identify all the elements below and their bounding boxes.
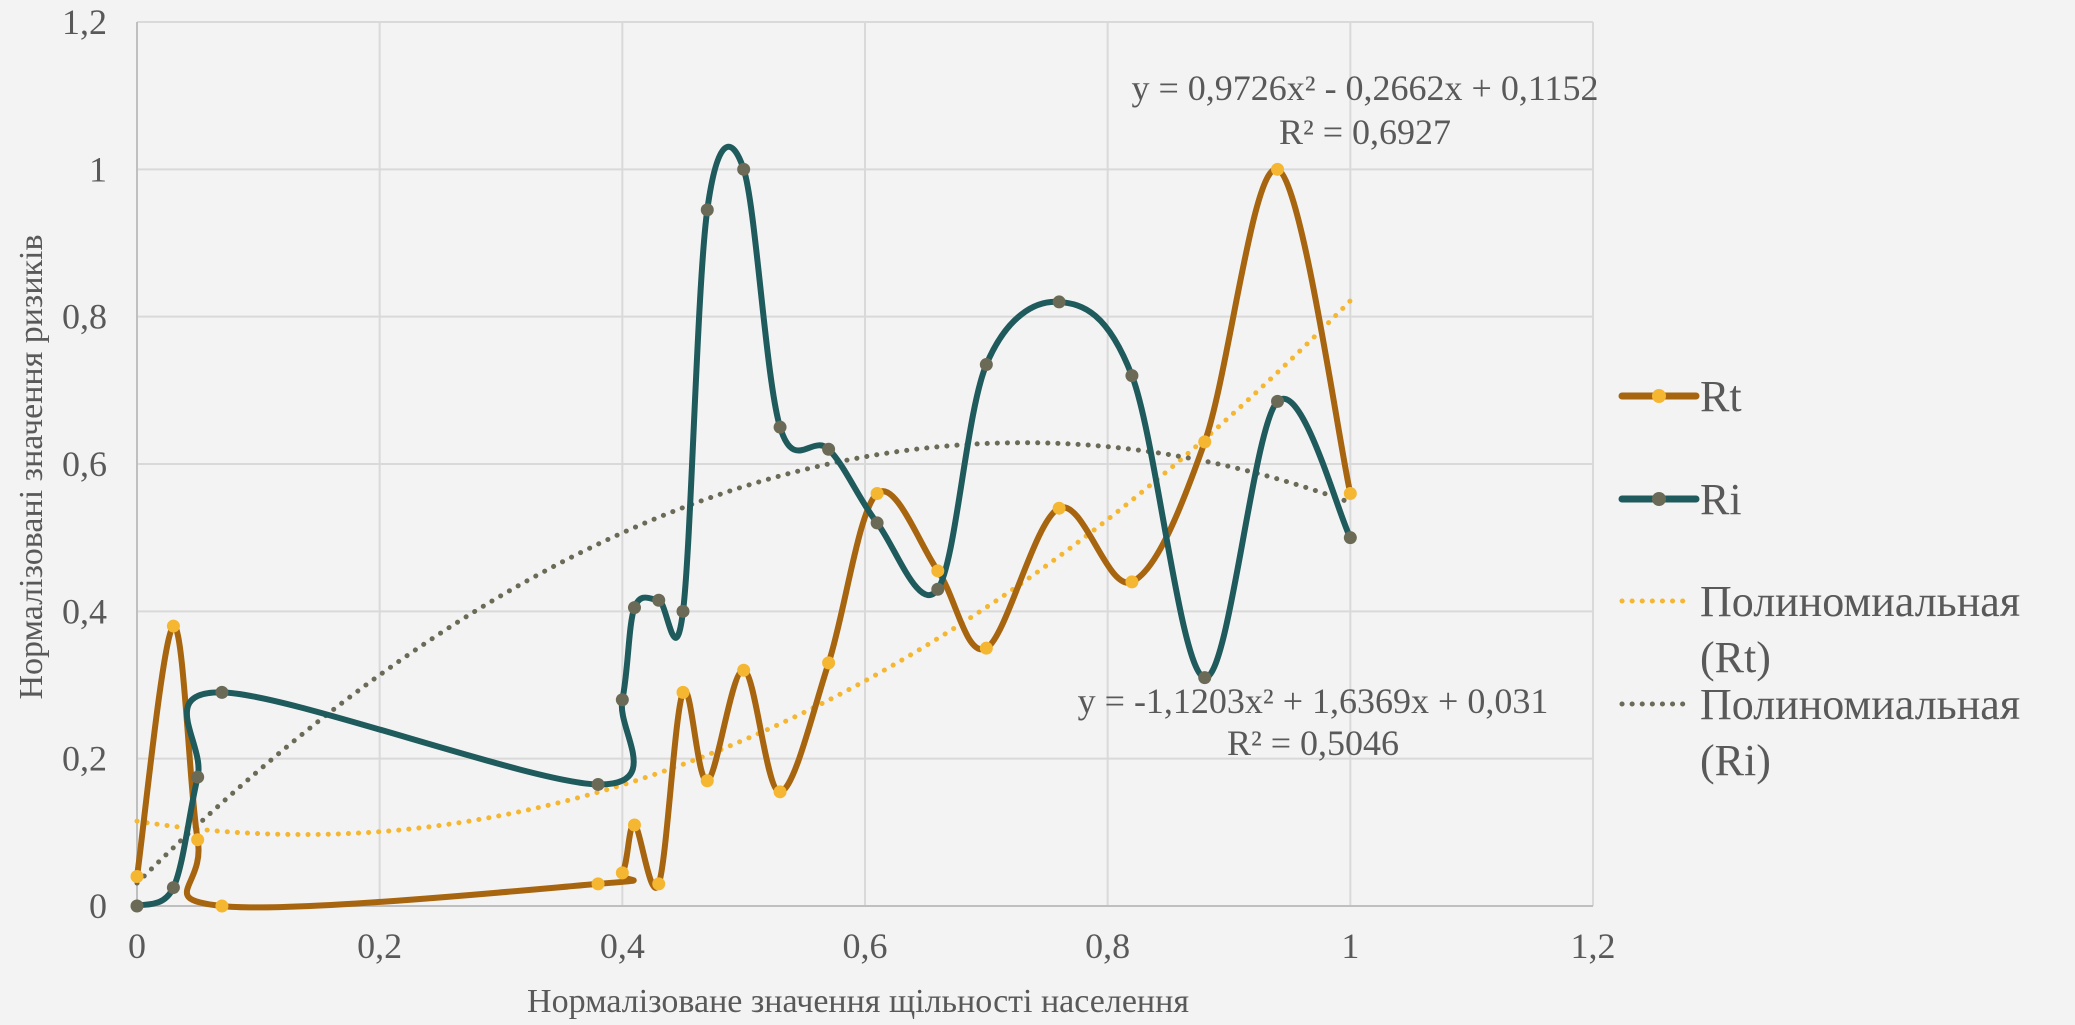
point-ri bbox=[652, 593, 666, 607]
point-rt bbox=[870, 486, 884, 500]
point-ri bbox=[627, 601, 641, 615]
point-rt bbox=[1271, 162, 1285, 176]
trendline-rt bbox=[134, 298, 1353, 838]
y-tick-label: 0,4 bbox=[62, 591, 107, 631]
legend-poly-ri-label-2: (Ri) bbox=[1700, 736, 1771, 785]
point-rt bbox=[1198, 435, 1212, 449]
point-ri bbox=[700, 203, 714, 217]
axes: 0 0,2 0,4 0,6 0,8 1 1,2 0 0,2 0,4 0,6 0,8 1 1,2 bbox=[62, 2, 1616, 966]
trendline-ri bbox=[134, 440, 1353, 886]
point-rt bbox=[700, 774, 714, 788]
point-rt bbox=[191, 833, 205, 847]
point-rt bbox=[627, 818, 641, 832]
trendline-ri-r2: R² = 0,5046 bbox=[1227, 723, 1399, 763]
point-ri bbox=[737, 162, 751, 176]
legend-rt-marker bbox=[1652, 389, 1666, 403]
legend-ri-marker bbox=[1652, 492, 1666, 506]
x-tick-label: 1 bbox=[1341, 926, 1359, 966]
point-ri bbox=[931, 582, 945, 596]
legend-poly-rt-label-1: Полиномиальная bbox=[1700, 577, 2020, 626]
y-axis-title: Нормалізовані значення ризиків bbox=[13, 234, 50, 699]
point-rt bbox=[215, 899, 229, 913]
legend-item-rt: Rt bbox=[1618, 372, 1742, 421]
point-rt bbox=[979, 641, 993, 655]
legend-item-poly-ri: Полиномиальная (Ri) bbox=[1619, 680, 2020, 785]
legend: Rt Ri Полиномиальная (Rt) Полиномиальная… bbox=[1618, 372, 2020, 785]
point-rt bbox=[737, 663, 751, 677]
point-ri bbox=[979, 358, 993, 372]
point-rt bbox=[615, 866, 629, 880]
point-ri bbox=[1343, 531, 1357, 545]
trendlines bbox=[134, 298, 1353, 886]
point-ri bbox=[130, 899, 144, 913]
trendline-rt-r2: R² = 0,6927 bbox=[1279, 112, 1451, 152]
point-rt bbox=[1343, 486, 1357, 500]
x-tick-label: 1,2 bbox=[1571, 926, 1616, 966]
point-rt bbox=[1052, 501, 1066, 515]
point-ri bbox=[822, 442, 836, 456]
point-ri bbox=[773, 420, 787, 434]
point-rt bbox=[676, 685, 690, 699]
x-tick-label: 0,2 bbox=[357, 926, 402, 966]
point-ri bbox=[215, 685, 229, 699]
point-ri bbox=[191, 770, 205, 784]
trendline-rt-equation: y = 0,9726x² - 0,2662x + 0,1152 bbox=[1131, 68, 1598, 108]
y-tick-label: 1,2 bbox=[62, 2, 107, 42]
trendline-equations: y = 0,9726x² - 0,2662x + 0,1152 R² = 0,6… bbox=[1078, 68, 1599, 763]
point-ri bbox=[166, 881, 180, 895]
trendline-ri-equation: y = -1,1203x² + 1,6369x + 0,031 bbox=[1078, 681, 1549, 721]
point-ri bbox=[591, 777, 605, 791]
y-tick-label: 0 bbox=[89, 886, 107, 926]
legend-rt-label: Rt bbox=[1700, 372, 1742, 421]
gridlines bbox=[137, 21, 1594, 906]
data-markers bbox=[130, 162, 1357, 913]
point-ri bbox=[1052, 295, 1066, 309]
y-tick-label: 1 bbox=[89, 149, 107, 189]
point-ri bbox=[870, 516, 884, 530]
y-tick-label: 0,6 bbox=[62, 444, 107, 484]
point-rt bbox=[166, 619, 180, 633]
legend-poly-rt-label-2: (Rt) bbox=[1700, 633, 1771, 682]
point-rt bbox=[652, 877, 666, 891]
point-ri bbox=[1125, 369, 1139, 383]
point-rt bbox=[1125, 575, 1139, 589]
x-tick-label: 0,4 bbox=[600, 926, 645, 966]
legend-item-poly-rt: Полиномиальная (Rt) bbox=[1619, 577, 2020, 682]
point-rt bbox=[591, 877, 605, 891]
x-tick-label: 0,6 bbox=[843, 926, 888, 966]
y-tick-label: 0,2 bbox=[62, 739, 107, 779]
point-rt bbox=[773, 785, 787, 799]
legend-ri-label: Ri bbox=[1700, 475, 1742, 524]
point-rt bbox=[822, 656, 836, 670]
point-ri bbox=[1271, 394, 1285, 408]
point-ri bbox=[615, 693, 629, 707]
series-line-ri bbox=[134, 143, 1354, 909]
data-series bbox=[134, 143, 1354, 911]
point-rt bbox=[931, 564, 945, 578]
x-tick-label: 0,8 bbox=[1085, 926, 1130, 966]
point-ri bbox=[676, 604, 690, 618]
legend-item-ri: Ri bbox=[1618, 475, 1742, 524]
x-tick-label: 0 bbox=[128, 926, 146, 966]
legend-poly-ri-label-1: Полиномиальная bbox=[1700, 680, 2020, 729]
x-axis-title: Нормалізоване значення щільності населен… bbox=[527, 983, 1189, 1020]
y-tick-label: 0,8 bbox=[62, 297, 107, 337]
point-ri bbox=[1198, 671, 1212, 685]
point-rt bbox=[130, 870, 144, 884]
